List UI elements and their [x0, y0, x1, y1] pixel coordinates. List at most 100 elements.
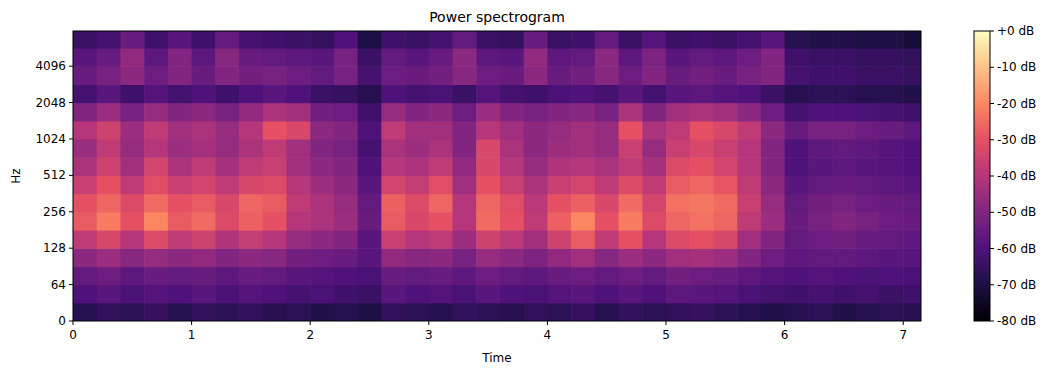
cell	[571, 48, 595, 67]
cell	[737, 194, 761, 213]
cell	[737, 48, 761, 67]
cell	[405, 285, 429, 304]
x-tick	[428, 321, 429, 325]
cell	[358, 103, 382, 122]
cell	[595, 175, 619, 194]
cell	[97, 230, 121, 249]
cell	[405, 194, 429, 213]
cell	[358, 212, 382, 231]
cell	[120, 84, 144, 103]
cell	[808, 139, 832, 158]
cell	[879, 303, 903, 321]
cell	[97, 84, 121, 103]
cell	[832, 31, 856, 49]
cell	[879, 31, 903, 49]
cell	[524, 157, 548, 176]
cell	[239, 84, 263, 103]
colorbar-tick-label: -80 dB	[997, 314, 1036, 328]
cell	[405, 303, 429, 321]
x-tick	[310, 321, 311, 325]
y-tick	[69, 248, 73, 249]
cell	[239, 175, 263, 194]
cell	[547, 285, 571, 304]
cell	[524, 31, 548, 49]
cell	[666, 285, 690, 304]
cell	[192, 194, 216, 213]
cell	[263, 139, 287, 158]
cell	[453, 175, 477, 194]
cell	[263, 84, 287, 103]
cell	[263, 212, 287, 231]
cell	[453, 194, 477, 213]
cell	[334, 121, 358, 140]
cell	[286, 175, 310, 194]
cell	[263, 121, 287, 140]
cell	[120, 194, 144, 213]
cell	[761, 248, 785, 267]
cell	[595, 139, 619, 158]
cell	[547, 303, 571, 321]
cell	[571, 84, 595, 103]
cell	[192, 121, 216, 140]
cell	[97, 48, 121, 67]
cell	[168, 212, 192, 231]
cell	[429, 230, 453, 249]
y-tick-label: 512	[43, 168, 66, 182]
cell	[713, 31, 737, 49]
cell	[808, 31, 832, 49]
cell	[642, 175, 666, 194]
cell	[690, 303, 714, 321]
cell	[192, 157, 216, 176]
cell	[453, 84, 477, 103]
cell	[310, 285, 334, 304]
cell	[595, 303, 619, 321]
x-tick-label: 1	[188, 328, 196, 342]
cell	[690, 157, 714, 176]
cell	[571, 31, 595, 49]
cell	[690, 121, 714, 140]
cell	[856, 212, 880, 231]
cell	[381, 248, 405, 267]
heatmap-cells	[73, 31, 921, 321]
cell	[785, 157, 809, 176]
cell	[879, 194, 903, 213]
cell	[310, 303, 334, 321]
cell	[524, 212, 548, 231]
cell	[903, 267, 921, 286]
cell	[619, 212, 643, 231]
cell	[832, 175, 856, 194]
cell	[476, 103, 500, 122]
cell	[785, 194, 809, 213]
cell	[192, 103, 216, 122]
cell	[405, 212, 429, 231]
cell	[192, 48, 216, 67]
cell	[310, 248, 334, 267]
cell	[761, 48, 785, 67]
cell	[571, 248, 595, 267]
y-tick-label: 4096	[35, 59, 66, 73]
x-tick-label: 5	[662, 328, 670, 342]
cell	[239, 157, 263, 176]
cell	[310, 212, 334, 231]
cell	[761, 267, 785, 286]
x-tick	[903, 321, 904, 325]
cell	[856, 84, 880, 103]
cell	[334, 212, 358, 231]
cell	[97, 121, 121, 140]
cell	[73, 175, 97, 194]
cell	[785, 31, 809, 49]
cell	[524, 48, 548, 67]
cell	[903, 103, 921, 122]
cell	[215, 212, 239, 231]
cell	[832, 157, 856, 176]
cell	[73, 121, 97, 140]
cell	[571, 139, 595, 158]
cell	[571, 303, 595, 321]
cell	[476, 31, 500, 49]
cell	[500, 194, 524, 213]
cell	[120, 230, 144, 249]
cell	[381, 194, 405, 213]
cell	[808, 194, 832, 213]
cell	[666, 248, 690, 267]
cell	[713, 175, 737, 194]
